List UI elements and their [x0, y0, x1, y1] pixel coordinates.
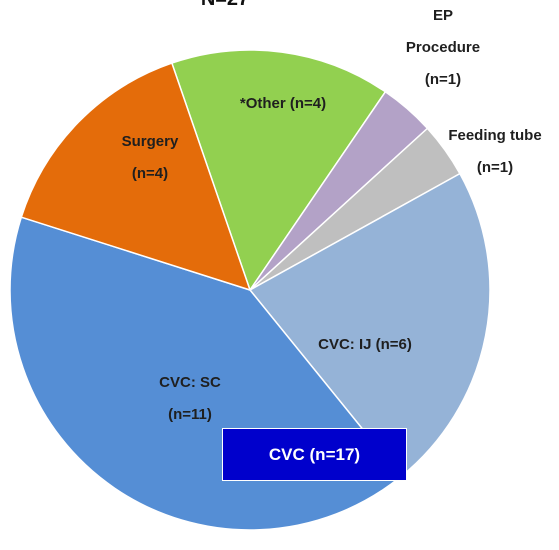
slice-label-group: Surgery (n=4) [95, 126, 205, 190]
value-label: (n=4) [131, 165, 169, 182]
value-label: (n=6) [375, 336, 412, 353]
category-label: Surgery [121, 133, 179, 150]
category-label: CVC: SC [159, 374, 221, 391]
slice-label-group: CVC: IJ (n=6) [290, 329, 440, 361]
pie-slice [248, 172, 491, 478]
category-label: Feeding tube [448, 127, 542, 144]
slice-label-group: CVC: SC (n=11) [120, 367, 260, 431]
value-label: (n=1) [424, 71, 462, 88]
slice-label-group: Feeding tube (n=1) [430, 120, 559, 184]
category-label: EP Procedure [405, 7, 481, 56]
value-label: (n=11) [168, 406, 212, 423]
pie-slice [170, 49, 387, 292]
slice-label-group: EP Procedure (n=1) [398, 0, 488, 96]
category-label: *Other [239, 95, 286, 112]
category-label: CVC: IJ [318, 336, 372, 353]
value-label: (n=4) [289, 95, 327, 112]
value-label: (n=1) [476, 159, 514, 176]
chart-title: N=27 [170, 0, 280, 11]
slice-label-group: *Other (n=4) [198, 88, 368, 120]
pie-slice [20, 62, 252, 292]
annotation: CVC (n=17) [222, 428, 407, 481]
